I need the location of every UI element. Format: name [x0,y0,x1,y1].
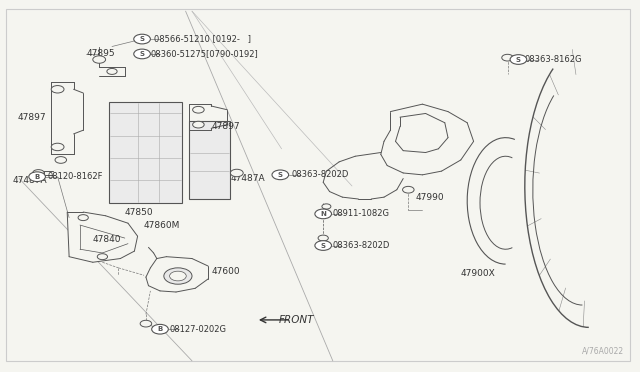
Text: 47487A: 47487A [230,174,265,183]
Circle shape [164,268,192,284]
Polygon shape [51,82,83,154]
Circle shape [502,54,513,61]
Text: 47600: 47600 [211,267,240,276]
Text: FRONT: FRONT [278,315,314,325]
Circle shape [29,172,45,182]
Circle shape [170,271,186,281]
Text: S: S [278,172,283,178]
Circle shape [510,55,527,64]
Text: 08360-51275[0790-0192]: 08360-51275[0790-0192] [150,49,258,58]
Circle shape [403,186,414,193]
Circle shape [318,235,328,241]
Circle shape [230,169,243,177]
Text: 47900X: 47900X [461,269,495,278]
Circle shape [107,68,117,74]
Circle shape [134,49,150,59]
Circle shape [93,56,106,63]
Text: S: S [140,51,145,57]
Circle shape [315,241,332,250]
Circle shape [51,86,64,93]
Text: 08363-8162G: 08363-8162G [525,55,582,64]
Circle shape [55,157,67,163]
Text: 08911-1082G: 08911-1082G [333,209,390,218]
Polygon shape [189,104,227,130]
Text: 47897: 47897 [18,113,47,122]
Circle shape [140,320,152,327]
Text: S: S [321,243,326,248]
Polygon shape [67,212,138,262]
Circle shape [134,34,150,44]
Text: S: S [516,57,521,62]
Text: B: B [157,326,163,332]
Text: 47850: 47850 [125,208,154,217]
Bar [109,102,182,203]
Circle shape [152,324,168,334]
Circle shape [193,121,204,128]
Text: 47487A: 47487A [13,176,47,185]
Text: 47897: 47897 [211,122,240,131]
Text: 47860M: 47860M [144,221,180,230]
Circle shape [315,209,332,219]
Text: S: S [140,36,145,42]
Text: 47840: 47840 [93,235,122,244]
Text: 08127-0202G: 08127-0202G [170,325,227,334]
Text: 47990: 47990 [416,193,445,202]
Circle shape [33,170,44,176]
Circle shape [193,106,204,113]
Text: 08566-51210 [0192-   ]: 08566-51210 [0192- ] [154,35,251,44]
Text: N: N [320,211,326,217]
Text: A/76A0022: A/76A0022 [582,346,624,355]
Text: 08363-8202D: 08363-8202D [333,241,390,250]
Text: 08120-8162F: 08120-8162F [48,172,104,181]
Circle shape [272,170,289,180]
Text: B: B [35,174,40,180]
Text: 08363-8202D: 08363-8202D [291,170,349,179]
Text: 47895: 47895 [86,49,115,58]
Circle shape [78,215,88,221]
Circle shape [97,254,108,260]
Polygon shape [146,257,208,292]
Circle shape [51,143,64,151]
Circle shape [322,204,331,209]
Bar [189,121,230,199]
